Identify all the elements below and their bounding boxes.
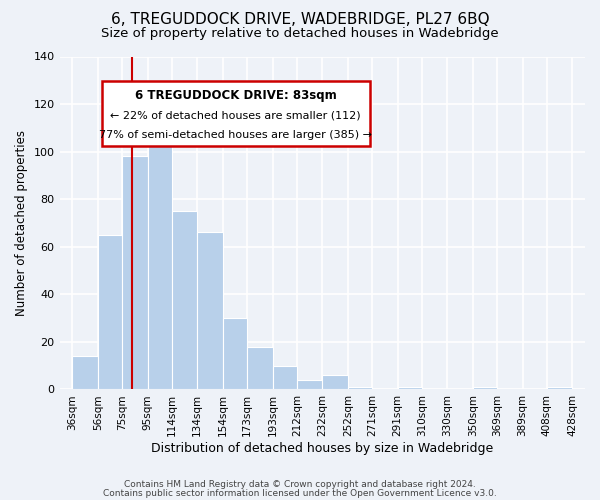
Bar (172, 211, 197, 390)
Text: Size of property relative to detached houses in Wadebridge: Size of property relative to detached ho… (101, 28, 499, 40)
Text: 6, TREGUDDOCK DRIVE, WADEBRIDGE, PL27 6BQ: 6, TREGUDDOCK DRIVE, WADEBRIDGE, PL27 6B… (110, 12, 490, 28)
Bar (473, 387, 497, 390)
Text: 77% of semi-detached houses are larger (385) →: 77% of semi-detached houses are larger (… (99, 130, 372, 140)
Bar (72, 356, 98, 390)
Bar (122, 156, 148, 390)
Bar (398, 387, 422, 390)
X-axis label: Distribution of detached houses by size in Wadebridge: Distribution of detached houses by size … (151, 442, 493, 455)
Y-axis label: Number of detached properties: Number of detached properties (15, 130, 28, 316)
Bar (247, 346, 272, 390)
Bar (272, 366, 297, 390)
Bar (322, 375, 348, 390)
Text: Contains public sector information licensed under the Open Government Licence v3: Contains public sector information licen… (103, 489, 497, 498)
Text: Contains HM Land Registry data © Crown copyright and database right 2024.: Contains HM Land Registry data © Crown c… (124, 480, 476, 489)
Bar (547, 387, 572, 390)
Bar (197, 232, 223, 390)
Bar (98, 235, 122, 390)
Text: 6 TREGUDDOCK DRIVE: 83sqm: 6 TREGUDDOCK DRIVE: 83sqm (134, 90, 337, 102)
Bar (348, 387, 372, 390)
FancyBboxPatch shape (101, 82, 370, 146)
Bar (297, 380, 322, 390)
Bar (223, 318, 247, 390)
Bar (148, 118, 172, 390)
Text: ← 22% of detached houses are smaller (112): ← 22% of detached houses are smaller (11… (110, 110, 361, 120)
